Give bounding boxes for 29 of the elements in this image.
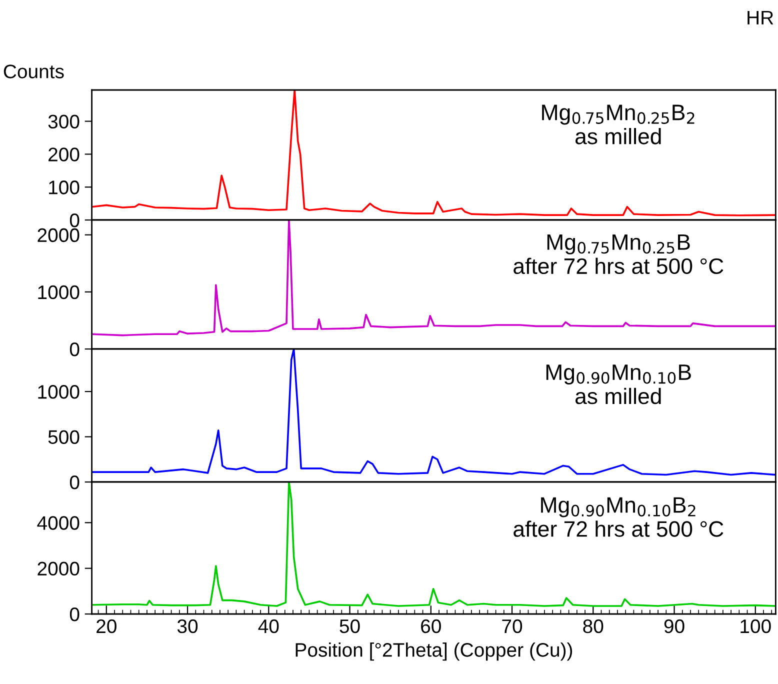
y-tick-label: 500 <box>48 430 80 444</box>
x-tick-label: 30 <box>177 619 198 634</box>
y-tick-label: 1000 <box>38 285 80 300</box>
y-tick-label: 100 <box>49 180 80 194</box>
y-tick-label: 0 <box>70 607 80 622</box>
y-tick-label: 200 <box>48 148 80 162</box>
x-tick-label: 20 <box>96 619 116 634</box>
x-tick-label: 60 <box>421 619 441 634</box>
y-tick-label: 4000 <box>37 516 80 530</box>
y-tick-label: 0 <box>70 342 80 356</box>
x-tick-label: 100 <box>740 619 771 634</box>
y-tick-label: 1000 <box>38 384 80 399</box>
annotation: Mg$_{0.90}$Mn$_{0.10}$B as milled <box>546 364 691 404</box>
annotation: Mg$_{0.75}$Mn$_{0.25}$B after 72 hrs at 500 °C <box>514 234 724 274</box>
text: HR <box>748 10 774 24</box>
annotation: Mg$_{0.90}$Mn$_{0.10}$B$_{2}$ after 72 hrs at 500 °C <box>514 497 724 537</box>
text: Mg$_{0.75}$Mn$_{0.25}$B$_{2}$ as milled <box>542 104 694 144</box>
y-tick-label: 2000 <box>38 562 80 576</box>
x-tick-label: 40 <box>258 619 279 634</box>
y-tick-label: 300 <box>48 114 80 129</box>
x-tick-label: 90 <box>664 619 684 634</box>
y-tick-label: 0 <box>70 213 80 228</box>
y-axis-title: Counts <box>4 64 64 78</box>
y-tick-label: 0 <box>70 475 80 490</box>
x-tick-label: 80 <box>583 619 604 634</box>
x-axis-title: Position [°2Theta] (Copper (Cu)) <box>296 642 572 661</box>
x-tick-label: 50 <box>340 619 360 634</box>
x-tick-label: 70 <box>502 619 522 634</box>
y-tick-label: 2000 <box>38 228 80 242</box>
